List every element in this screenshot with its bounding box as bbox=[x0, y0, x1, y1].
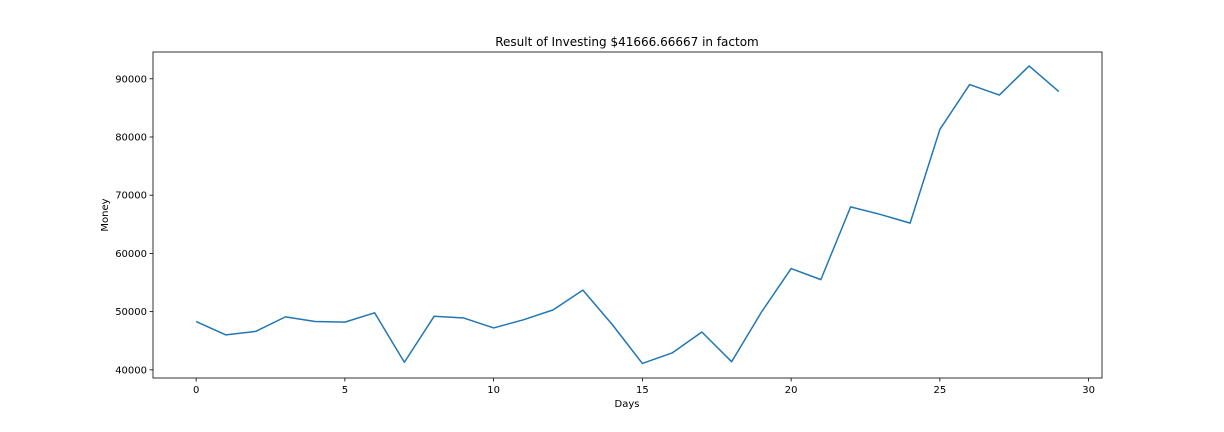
series-line bbox=[195, 65, 1060, 365]
data-point bbox=[879, 213, 882, 216]
data-point bbox=[909, 222, 912, 225]
data-point bbox=[522, 318, 525, 321]
data-point bbox=[998, 93, 1001, 96]
data-point bbox=[641, 362, 644, 365]
data-point bbox=[968, 83, 971, 86]
y-tick-label: 70000 bbox=[115, 191, 147, 202]
data-point bbox=[581, 288, 584, 291]
data-point bbox=[284, 315, 287, 318]
data-point bbox=[433, 315, 436, 318]
data-point bbox=[700, 330, 703, 333]
x-tick-label: 30 bbox=[1082, 385, 1095, 396]
data-point bbox=[938, 128, 941, 131]
data-point bbox=[730, 360, 733, 363]
data-point bbox=[314, 320, 317, 323]
data-point bbox=[671, 351, 674, 354]
x-axis: 0 5 10 15 20 25 30 bbox=[193, 378, 1095, 396]
y-tick-label: 50000 bbox=[115, 307, 147, 318]
data-point bbox=[849, 205, 852, 208]
x-tick-label: 5 bbox=[342, 385, 348, 396]
data-point bbox=[819, 278, 822, 281]
plot-area bbox=[195, 64, 1060, 365]
data-point bbox=[254, 330, 257, 333]
x-tick-label: 15 bbox=[636, 385, 649, 396]
y-axis-label: Money bbox=[100, 198, 111, 231]
data-point bbox=[462, 316, 465, 319]
data-point bbox=[611, 323, 614, 326]
data-point bbox=[343, 321, 346, 324]
y-tick-label: 60000 bbox=[115, 249, 147, 260]
data-point bbox=[1057, 90, 1060, 93]
y-tick-label: 90000 bbox=[115, 74, 147, 85]
data-point bbox=[224, 333, 227, 336]
data-point bbox=[195, 320, 198, 323]
data-point bbox=[552, 308, 555, 311]
x-tick-label: 10 bbox=[487, 385, 500, 396]
y-axis: 40000 50000 60000 70000 80000 90000 bbox=[115, 74, 153, 376]
data-point bbox=[403, 361, 406, 364]
x-tick-label: 20 bbox=[785, 385, 798, 396]
axes-frame bbox=[152, 51, 1103, 379]
data-point bbox=[790, 267, 793, 270]
y-tick-label: 40000 bbox=[115, 365, 147, 376]
y-tick-label: 80000 bbox=[115, 132, 147, 143]
x-tick-label: 25 bbox=[933, 385, 946, 396]
data-point bbox=[373, 311, 376, 314]
x-tick-label: 0 bbox=[193, 385, 199, 396]
x-axis-label: Days bbox=[615, 399, 640, 410]
chart-title: Result of Investing $41666.66667 in fact… bbox=[495, 35, 759, 49]
data-point bbox=[492, 326, 495, 329]
data-point bbox=[760, 311, 763, 314]
data-point bbox=[1028, 64, 1031, 67]
